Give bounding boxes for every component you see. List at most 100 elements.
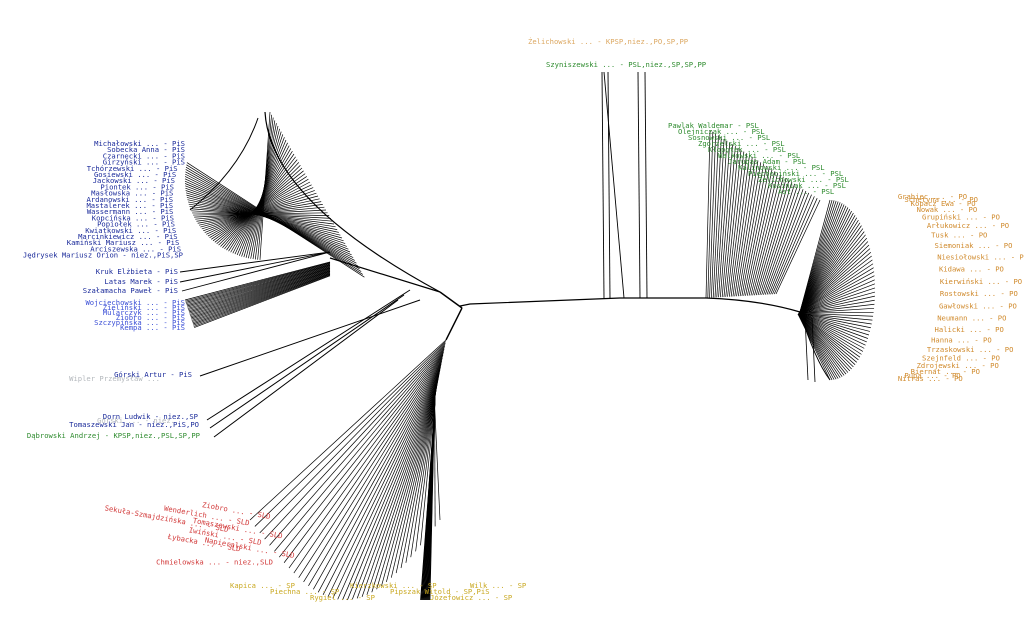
leaf-label: Neumann ... - PO — [937, 313, 1006, 322]
branch — [798, 312, 870, 336]
branch — [755, 180, 790, 296]
branch — [190, 270, 331, 318]
branch — [811, 317, 816, 383]
branch — [218, 164, 301, 246]
branch — [637, 71, 641, 299]
leaf-label: Pipszak Witold - SP,PiS — [390, 587, 490, 596]
branch — [754, 178, 787, 296]
branch — [734, 158, 756, 297]
branch — [799, 217, 858, 313]
branch — [797, 313, 831, 381]
branch — [798, 295, 875, 314]
branch — [308, 357, 443, 587]
branch — [721, 146, 736, 298]
branch — [798, 312, 874, 317]
branch — [405, 387, 437, 563]
branch — [741, 165, 767, 297]
branch — [798, 271, 875, 314]
branch — [799, 204, 845, 313]
branch — [799, 222, 861, 313]
leaf-label: Siemoniak ... - PO — [935, 241, 1013, 250]
branch — [283, 350, 445, 563]
branch — [746, 171, 776, 296]
leaf-label: Szałamacha Paweł - PiS — [83, 286, 178, 295]
branch — [445, 307, 463, 341]
leaf-label: Michałowski ... - PiS — [94, 139, 185, 148]
branch — [764, 189, 804, 295]
branch — [798, 312, 872, 325]
branch — [303, 356, 443, 583]
branch — [798, 279, 875, 314]
branch — [249, 339, 447, 521]
branch — [361, 374, 440, 597]
leaf-label: Sobecka Anna - PiS — [107, 145, 185, 154]
branch — [739, 164, 764, 297]
branch — [798, 291, 876, 314]
branch — [798, 313, 864, 352]
leaf-label: Żelichowski ... - PSL — [758, 175, 849, 184]
branch — [797, 313, 843, 377]
leaf-label: Szczypińska ... - PiS — [94, 318, 185, 327]
branch — [187, 265, 331, 309]
leaf-label: Zgorzelski ... - PSL — [698, 139, 785, 148]
branch — [192, 273, 331, 324]
branch — [433, 398, 441, 521]
leaf-label: Jackowski ... - PiS — [93, 176, 175, 185]
branch — [798, 313, 861, 358]
branch — [420, 392, 436, 546]
leaf-label: Arciszewska ... - PiS — [90, 244, 181, 253]
branch — [434, 396, 436, 527]
branch — [798, 313, 866, 346]
branch — [799, 255, 872, 314]
leaf-label: Grupiński ... - PO — [922, 212, 1000, 221]
branch — [185, 262, 331, 302]
branch — [711, 135, 719, 298]
branch — [737, 162, 762, 297]
leaf-label: Czarnecki ... - PiS — [103, 151, 185, 160]
branch — [743, 167, 770, 296]
branch — [185, 262, 331, 303]
branch — [798, 283, 876, 314]
branch — [752, 176, 784, 296]
branch — [194, 275, 331, 328]
branch — [727, 151, 745, 297]
cluster-pis-named: Kruk Elżbieta - PiS Latas Marek - PiS Sz… — [83, 267, 178, 295]
branch — [797, 313, 847, 375]
branch — [209, 178, 309, 238]
branch — [707, 131, 714, 298]
branch — [714, 138, 725, 298]
branch — [799, 205, 847, 313]
branch — [720, 144, 733, 298]
branch — [798, 313, 859, 361]
branch — [190, 270, 331, 319]
branch — [371, 377, 439, 593]
branch — [799, 248, 871, 313]
branch — [763, 187, 801, 295]
branch — [705, 129, 711, 299]
leaf-label: Halicki ... - PO — [935, 325, 1004, 334]
branch — [799, 228, 864, 313]
branch — [798, 311, 874, 314]
leaf-label: Tusk ... - PO — [931, 231, 987, 240]
branch — [184, 261, 331, 301]
branch — [181, 251, 331, 292]
leaf-label: Ast ... - PSL — [778, 187, 834, 196]
branch — [799, 311, 831, 381]
branch — [439, 291, 463, 309]
branch — [799, 259, 873, 314]
branch — [342, 368, 441, 601]
leaf-label: Kidawa ... - PO — [939, 265, 1004, 274]
branch — [189, 117, 259, 211]
branch — [798, 312, 873, 321]
cluster-top-center: Żelichowski ... - KPSP,niez.,PO,SP,PP Sz… — [528, 37, 706, 69]
branch — [376, 378, 439, 590]
branch — [644, 71, 648, 299]
branch — [709, 133, 716, 298]
branch — [366, 375, 440, 595]
branch — [603, 71, 625, 299]
branch — [770, 194, 812, 295]
branch — [381, 380, 439, 586]
